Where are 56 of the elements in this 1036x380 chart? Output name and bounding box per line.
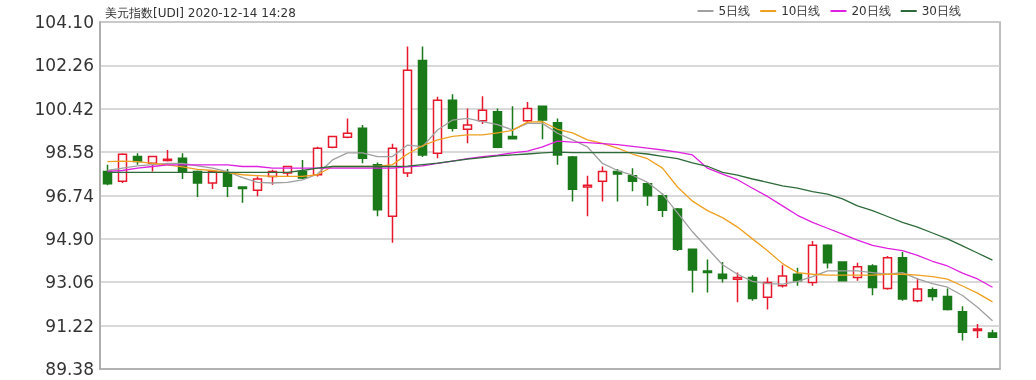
candlestick [987,328,998,339]
candlestick [657,192,668,218]
line-series [106,151,994,261]
candlestick [762,276,773,311]
candlestick [807,240,818,287]
candlestick [957,305,968,342]
y-tick-label: 93.06 [45,272,94,293]
y-tick-label: 91.22 [45,315,94,336]
y-tick-label: 102.26 [34,55,94,76]
y-tick-label: 89.38 [45,359,94,379]
y-tick-label: 94.90 [45,228,94,249]
candlestick [627,167,638,193]
y-tick-label: 96.74 [45,185,94,206]
candlestick [897,251,908,302]
candlestick [717,261,728,284]
candlestick [567,155,578,203]
legend-label: 10日线 [781,4,821,18]
candlestick [822,243,833,270]
candlestick [357,124,368,164]
candlestick [477,95,488,125]
candlestick [342,117,353,139]
legend-label: 5日线 [718,4,751,18]
y-tick-label: 104.10 [34,12,94,32]
line-series [106,140,994,288]
candlestick [222,168,233,198]
candlestick [582,174,593,217]
candlestick [162,149,173,163]
candlestick [327,135,338,150]
candlestick [972,323,983,339]
y-tick-label: 100.42 [34,98,94,119]
candlestick [537,105,548,140]
candlestick [642,181,653,207]
candlestick [612,168,623,203]
candlestick [237,185,248,204]
legend-label: 20日线 [851,4,891,18]
candlestick [372,161,383,217]
candlestick [597,165,608,203]
candlestick [702,258,713,294]
candlestick [462,107,473,144]
candlestick [927,286,938,302]
candlestick [942,287,953,312]
candlestick [417,45,428,158]
candlestick [522,101,533,124]
candlestick [192,169,203,198]
candlestick [912,277,923,304]
candlestick [252,175,263,197]
candlestick [882,255,893,291]
chart-title: 美元指数[UDI] 2020-12-14 14:28 [105,6,296,20]
candlestick [447,93,458,133]
candlestick [792,266,803,287]
candlestick [687,248,698,294]
legend-label: 30日线 [921,4,962,18]
candlestick [672,207,683,252]
candlestick [402,45,413,178]
candlestick [507,105,518,140]
y-tick-label: 98.58 [45,142,94,163]
